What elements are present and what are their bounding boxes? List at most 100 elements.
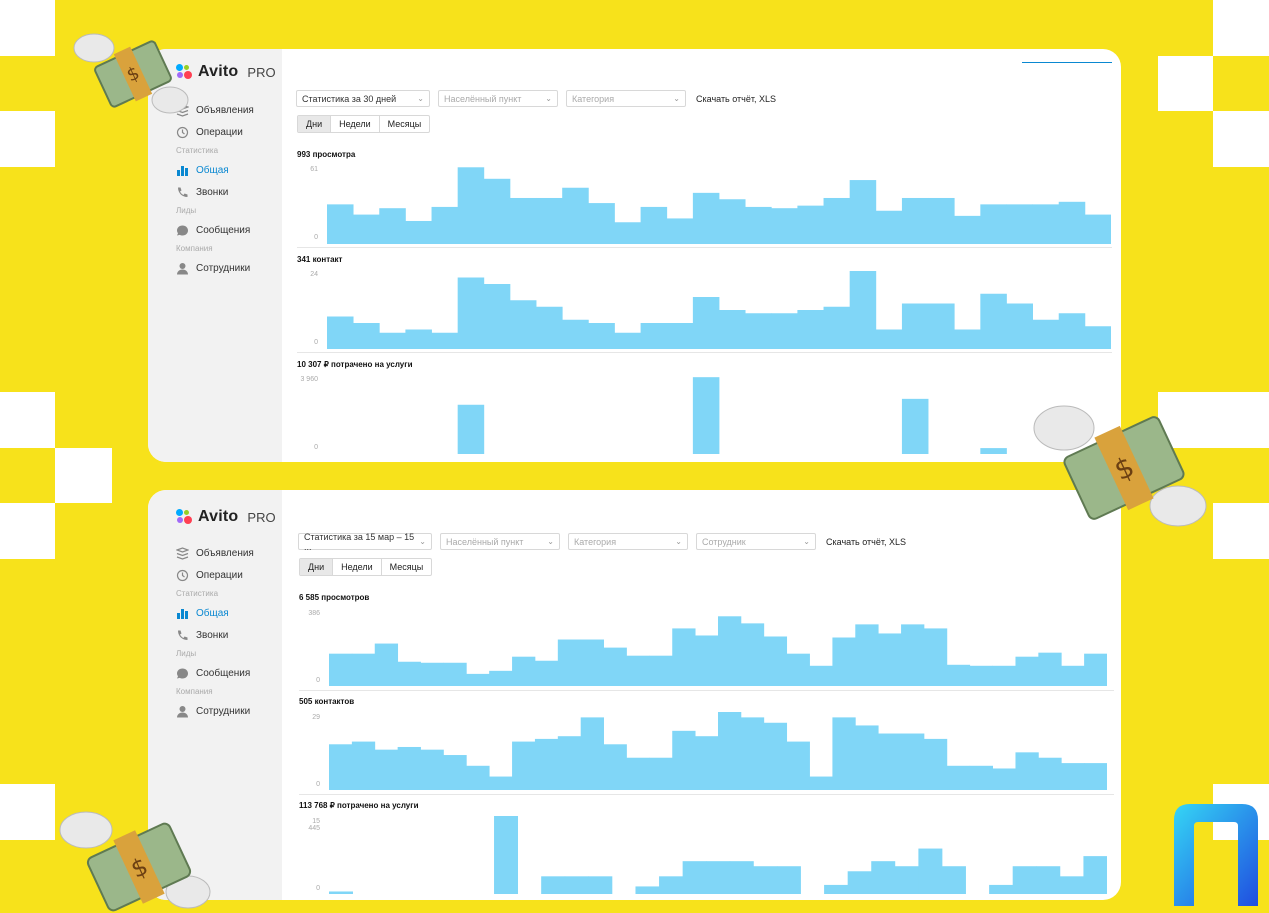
chat-icon [177,668,188,678]
chart-bar [849,271,877,349]
download-report-link[interactable]: Скачать отчёт, XLS [826,536,907,547]
chart-bar [871,861,896,894]
sidebar-item-staff[interactable]: Сотрудники [176,700,254,722]
chart-bar [457,404,485,454]
sidebar-item-general[interactable]: Общая [176,159,254,181]
category-select[interactable]: Категория ⌄ [566,90,686,107]
tab-months[interactable]: Месяцы [389,562,424,572]
chart-bar [489,670,513,686]
chart-bar [946,765,971,790]
y-tick-max: 61 [310,166,318,173]
chart-bar [824,884,849,894]
chart-bar [603,744,627,790]
chart-bar [1061,763,1085,790]
sidebar: Avito PRO Объявления Операции Статистика… [148,49,282,462]
sidebar-item-calls[interactable]: Звонки [176,181,254,203]
chart-bar [512,656,536,686]
chart-bar [420,662,444,686]
y-tick-zero: 0 [316,677,320,684]
views-chart [327,166,1111,244]
chart-bar [786,741,810,790]
chart-bar [541,876,566,894]
tab-days[interactable]: Дни [298,116,332,132]
chart-bar [562,319,589,349]
chart-bar [588,876,613,894]
chart-bar [745,313,772,349]
chart-bar [692,192,720,244]
chevron-down-icon: ⌄ [803,537,810,546]
divider [299,690,1114,691]
user-icon [177,705,188,717]
tab-days[interactable]: Дни [300,559,334,575]
chart-bar [327,204,354,244]
spend-chart [327,376,1111,454]
sidebar-item-staff[interactable]: Сотрудники [176,257,254,279]
sidebar-nav: Объявления Операции Статистика Общая Зво… [176,99,254,279]
sidebar-item-ads[interactable]: Объявления [176,542,254,564]
chart-bar [954,215,981,244]
period-select-value: Статистика за 30 дней [302,93,397,104]
divider [299,794,1114,795]
chart-bar [666,218,694,244]
checker-tile [1213,167,1269,392]
chart-bar [1006,204,1033,244]
bar-chart [457,377,1007,454]
y-tick-max: 15 445 [308,818,320,832]
period-select[interactable]: Статистика за 15 мар – 15 ... ⌄ [298,532,432,552]
location-select[interactable]: Населённый пункт ⌄ [440,533,560,550]
sidebar-item-messages[interactable]: Сообщения [176,219,254,241]
bar-chart [329,712,1107,790]
nav-group-label: Лиды [176,649,197,658]
chart-bar [431,206,459,244]
filter-bar: Статистика за 30 дней ⌄ Населённый пункт ⌄… [296,90,776,107]
chart-bar [483,178,511,244]
download-report-link[interactable]: Скачать отчёт, XLS [696,93,777,104]
chart-bar [786,653,810,686]
bar-chart [329,616,1107,686]
chart-bar [823,306,851,349]
chart-bar [1058,313,1086,349]
sidebar-item-operations[interactable]: Операции [176,564,254,586]
sidebar-item-general[interactable]: Общая [176,602,254,624]
views-title: 993 просмотра [297,150,356,159]
chart-bar [1032,319,1060,349]
chart-bar [351,741,376,790]
category-select[interactable]: Категория ⌄ [568,533,688,550]
sidebar-item-messages[interactable]: Сообщения [176,662,254,684]
location-select[interactable]: Населённый пункт ⌄ [438,90,558,107]
tab-weeks[interactable]: Недели [333,559,382,575]
chart-bar [875,210,903,244]
chart-bar [635,886,660,894]
chart-bar [534,738,559,790]
checker-tile [1213,559,1269,784]
chart-bar [1061,665,1085,686]
chart-bar [980,448,1007,454]
spend-chart [329,816,1107,894]
chart-bar [512,741,536,790]
y-tick-zero: 0 [314,444,318,451]
location-select-placeholder: Населённый пункт [446,536,524,547]
tab-months[interactable]: Месяцы [387,119,422,129]
sidebar-item-calls[interactable]: Звонки [176,624,254,646]
chart-bar [374,749,399,790]
nav-group-label: Статистика [176,589,219,598]
chart-bar [379,208,406,244]
sidebar-item-label: Операции [196,569,243,581]
chart-bar [745,206,772,244]
tab-weeks[interactable]: Недели [331,116,380,132]
chart-bar [989,884,1014,894]
sidebar-item-label: Сотрудники [196,705,251,717]
sidebar-item-label: Сообщения [196,224,251,236]
sidebar-nav: Объявления Операции Статистика Общая Зво… [176,542,254,722]
history-icon [176,126,189,138]
logo-pro: PRO [247,509,276,525]
employee-select[interactable]: Сотрудник ⌄ [696,533,816,550]
sidebar-item-operations[interactable]: Операции [176,121,254,143]
y-tick-max: 24 [310,271,318,278]
views-chart [329,608,1107,686]
period-select[interactable]: Статистика за 30 дней ⌄ [296,90,430,107]
chart-bar [509,197,537,244]
sidebar-item-label: Звонки [196,186,229,198]
chart-bar [1083,856,1107,894]
chart-bar [379,332,406,349]
